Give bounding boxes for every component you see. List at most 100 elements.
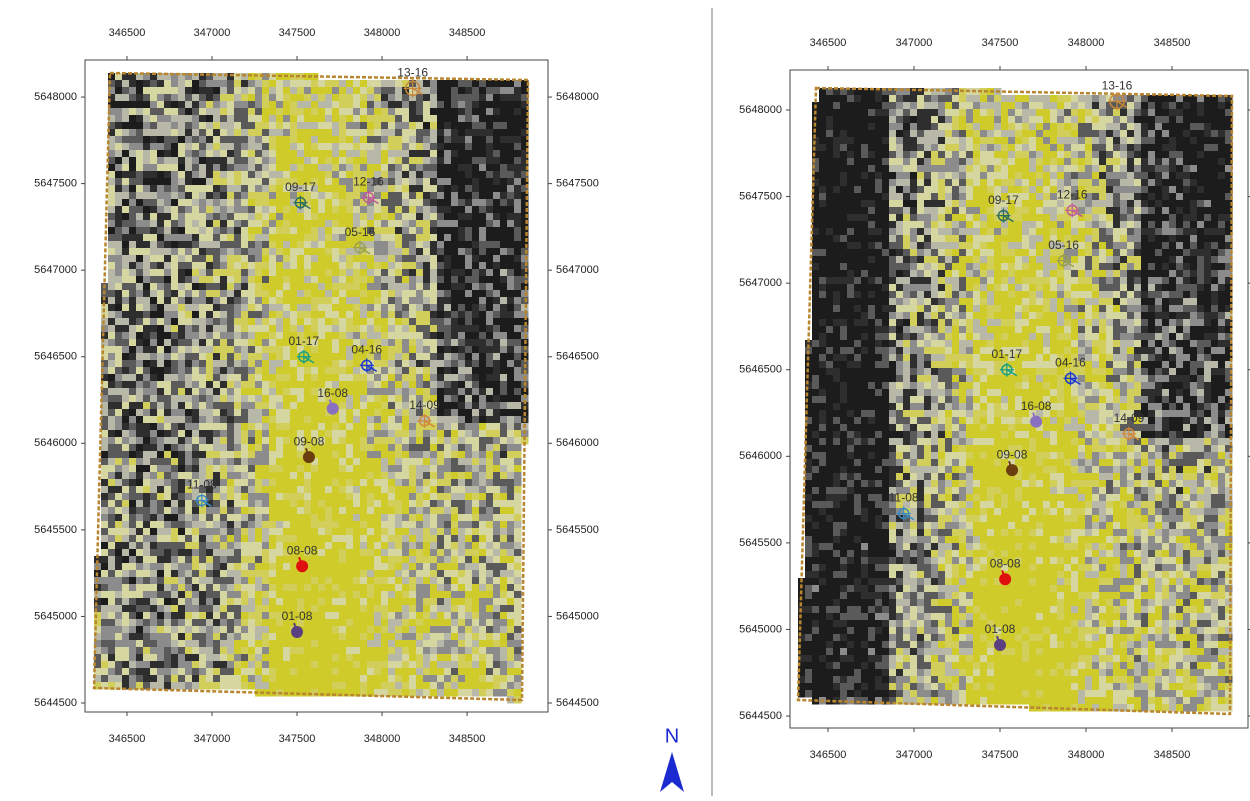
raster-cell (227, 647, 235, 655)
raster-cell (409, 241, 417, 249)
raster-cell (437, 185, 445, 193)
raster-cell (178, 143, 186, 151)
raster-cell (332, 556, 340, 564)
raster-cell (493, 409, 501, 417)
raster-cell (409, 577, 417, 585)
raster-cell (192, 325, 200, 333)
raster-cell (332, 563, 340, 571)
raster-cell (129, 220, 137, 228)
raster-cell (101, 507, 109, 515)
raster-cell (444, 500, 452, 508)
raster-cell (325, 122, 333, 130)
raster-cell (234, 444, 242, 452)
raster-cell (164, 430, 172, 438)
raster-cell (465, 234, 473, 242)
raster-cell (416, 472, 424, 480)
raster-cell (388, 430, 396, 438)
raster-cell (402, 570, 410, 578)
raster-cell (199, 549, 207, 557)
raster-cell (234, 388, 242, 396)
raster-cell (437, 605, 445, 613)
raster-cell (451, 346, 459, 354)
raster-cell (129, 262, 137, 270)
raster-cell (199, 157, 207, 165)
raster-cell (479, 360, 487, 368)
raster-cell (325, 472, 333, 480)
raster-cell (143, 262, 151, 270)
raster-cell (255, 80, 263, 88)
raster-cell (276, 549, 284, 557)
raster-cell (507, 605, 515, 613)
raster-cell (304, 171, 312, 179)
raster-cell (199, 556, 207, 564)
raster-cell (346, 318, 354, 326)
raster-cell (206, 458, 214, 466)
raster-cell (241, 556, 249, 564)
raster-cell (465, 94, 473, 102)
raster-cell (493, 577, 501, 585)
raster-cell (402, 185, 410, 193)
raster-cell (423, 108, 431, 116)
raster-cell (381, 437, 389, 445)
raster-cell (269, 192, 277, 200)
raster-cell (304, 388, 312, 396)
raster-cell (297, 115, 305, 123)
raster-cell (283, 507, 291, 515)
raster-cell (122, 570, 130, 578)
raster-cell (241, 122, 249, 130)
raster-cell (374, 486, 382, 494)
raster-cell (227, 598, 235, 606)
raster-cell (416, 493, 424, 501)
raster-cell (514, 444, 522, 452)
raster-cell (458, 178, 466, 186)
raster-cell (465, 633, 473, 641)
raster-cell (423, 500, 431, 508)
raster-cell (311, 157, 319, 165)
raster-cell (507, 577, 515, 585)
raster-cell (178, 241, 186, 249)
raster-cell (185, 528, 193, 536)
raster-cell (283, 206, 291, 214)
raster-cell (115, 563, 123, 571)
raster-cell (388, 374, 396, 382)
raster-cell (486, 304, 494, 312)
raster-cell (150, 640, 158, 648)
raster-cell (409, 647, 417, 655)
raster-cell (444, 416, 452, 424)
raster-cell (402, 388, 410, 396)
raster-cell (332, 444, 340, 452)
raster-cell (199, 325, 207, 333)
raster-cell (297, 108, 305, 116)
raster-cell (227, 227, 235, 235)
raster-cell (108, 339, 116, 347)
raster-cell (360, 374, 368, 382)
raster-cell (192, 241, 200, 249)
raster-cell (227, 395, 235, 403)
raster-cell (507, 150, 515, 158)
raster-cell (507, 297, 515, 305)
raster-cell (185, 556, 193, 564)
raster-cell (157, 101, 165, 109)
raster-cell (234, 241, 242, 249)
raster-cell (108, 528, 116, 536)
raster-cell (269, 143, 277, 151)
raster-cell (451, 136, 459, 144)
raster-cell (199, 360, 207, 368)
raster-cell (185, 381, 193, 389)
raster-cell (360, 395, 368, 403)
raster-cell (374, 164, 382, 172)
raster-cell (444, 367, 452, 375)
raster-cell (122, 584, 130, 592)
raster-cell (409, 332, 417, 340)
raster-cell (262, 521, 270, 529)
raster-cell (374, 437, 382, 445)
raster-cell (192, 136, 200, 144)
raster-cell (423, 94, 431, 102)
raster-cell (122, 150, 130, 158)
raster-cell (248, 395, 256, 403)
raster-cell (276, 101, 284, 109)
raster-cell (269, 304, 277, 312)
raster-cell (304, 290, 312, 298)
raster-cell (171, 346, 179, 354)
raster-cell (290, 451, 298, 459)
